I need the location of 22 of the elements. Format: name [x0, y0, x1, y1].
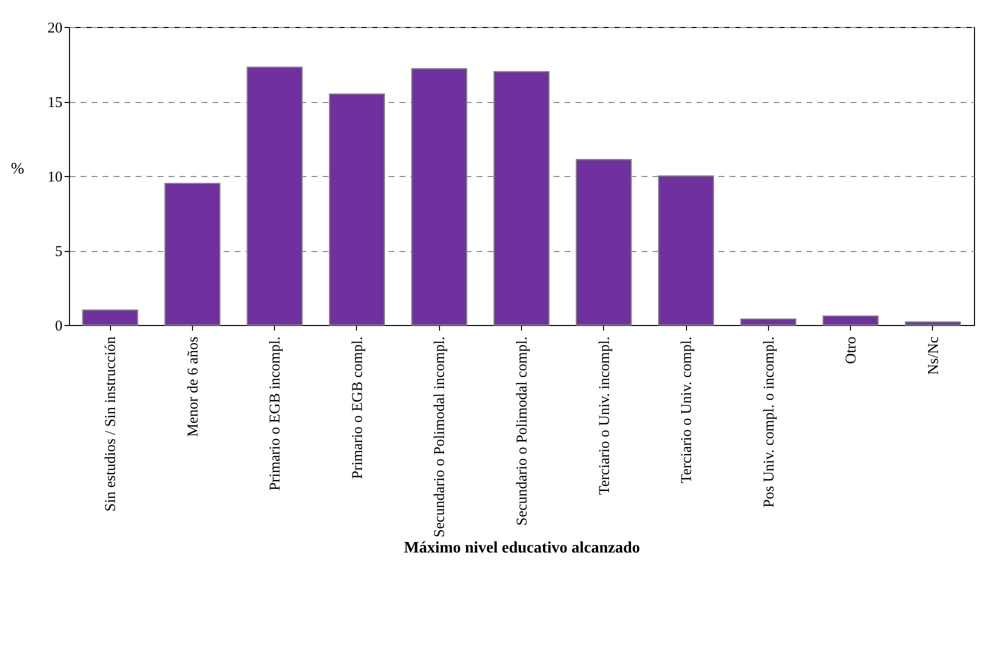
y-tick-label: 5 [55, 244, 62, 260]
x-tick-label: Secundario o Polimodal incompl. [432, 336, 448, 538]
y-tick-label: 15 [48, 95, 62, 111]
x-tick-label: Ns/Nc [926, 336, 942, 375]
x-tick-label: Otro [844, 336, 860, 364]
bar [82, 310, 138, 326]
x-tick-label: Secundario o Polimodal compl. [514, 336, 530, 526]
y-tick-label: 10 [48, 170, 62, 186]
x-tick-label: Menor de 6 años [185, 336, 202, 437]
x-tick-label: Terciario o Univ. incompl. [596, 336, 613, 495]
x-tick-label: Sin estudios / Sin instrucción [103, 336, 120, 512]
x-axis-title: Máximo nivel educativo alcanzado [404, 540, 640, 556]
y-tick-label: 0 [55, 318, 62, 334]
bar [822, 315, 879, 326]
x-tick-label: Primario o EGB compl. [350, 336, 366, 479]
bar [740, 318, 796, 326]
bar [904, 321, 961, 326]
y-axis-title: % [10, 160, 24, 178]
x-tick-label: Pos Univ. compl. o incompl. [761, 336, 778, 508]
y-tick-label: 20 [48, 20, 62, 36]
x-tick-label: Primario o EGB incompl. [268, 336, 284, 491]
x-tick-label: Terciario o Univ. compl. [679, 336, 696, 484]
